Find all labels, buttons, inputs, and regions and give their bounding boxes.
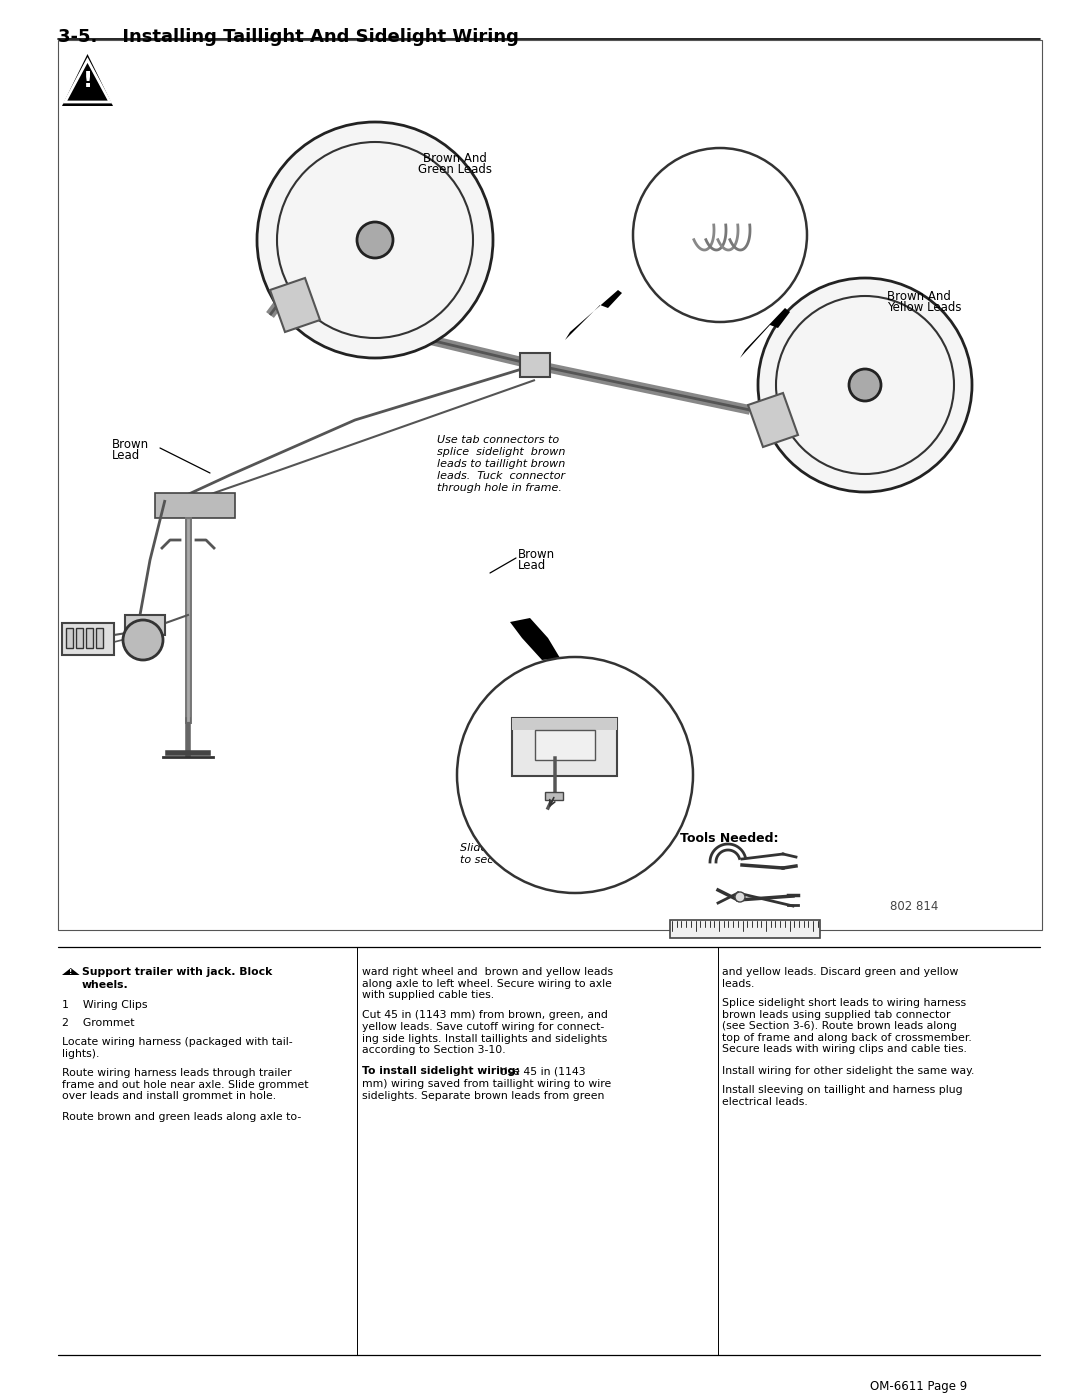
Text: wheels.: wheels. xyxy=(82,979,129,989)
Bar xyxy=(86,629,93,648)
Text: Lead: Lead xyxy=(112,448,140,462)
Text: Green Leads: Green Leads xyxy=(418,163,492,176)
Circle shape xyxy=(357,222,393,258)
Polygon shape xyxy=(565,291,622,339)
Text: Brown And: Brown And xyxy=(423,152,487,165)
Text: ward right wheel and  brown and yellow leads
along axle to left wheel. Secure wi: ward right wheel and brown and yellow le… xyxy=(362,967,613,1000)
Text: ✦: ✦ xyxy=(146,57,154,67)
Bar xyxy=(58,41,1042,930)
Text: !: ! xyxy=(82,71,93,91)
Circle shape xyxy=(758,278,972,492)
Text: Slide clips on frame: Slide clips on frame xyxy=(460,842,570,854)
Text: splice  sidelight  brown: splice sidelight brown xyxy=(437,447,565,457)
Circle shape xyxy=(457,657,693,893)
Circle shape xyxy=(849,369,881,401)
Text: Install sleeving on taillight and harness plug
electrical leads.: Install sleeving on taillight and harnes… xyxy=(723,1085,962,1106)
Text: 1    Wiring Clips: 1 Wiring Clips xyxy=(62,1000,148,1010)
Circle shape xyxy=(633,148,807,321)
Text: OM-6611 Page 9: OM-6611 Page 9 xyxy=(870,1380,968,1393)
Polygon shape xyxy=(270,278,320,332)
Circle shape xyxy=(257,122,492,358)
Bar xyxy=(62,623,114,655)
Text: leads.  Tuck  connector: leads. Tuck connector xyxy=(437,471,565,481)
Polygon shape xyxy=(62,54,113,106)
Bar xyxy=(76,629,83,648)
Text: ↓: ↓ xyxy=(130,64,154,94)
Bar xyxy=(225,47,282,110)
Bar xyxy=(114,47,170,110)
Bar xyxy=(512,718,617,731)
Text: 802 814: 802 814 xyxy=(890,900,939,914)
Bar xyxy=(519,353,550,377)
Text: through hole in frame.: through hole in frame. xyxy=(437,483,562,493)
Circle shape xyxy=(276,142,473,338)
Polygon shape xyxy=(740,307,789,358)
Bar xyxy=(66,629,73,648)
Text: Use tab connectors to: Use tab connectors to xyxy=(437,434,559,446)
Bar xyxy=(170,47,225,110)
Text: ↙: ↙ xyxy=(186,66,208,94)
Polygon shape xyxy=(748,393,798,447)
Text: leads to taillight brown: leads to taillight brown xyxy=(437,460,565,469)
Bar xyxy=(125,615,165,636)
Text: 3-5.    Installing Taillight And Sidelight Wiring: 3-5. Installing Taillight And Sidelight … xyxy=(58,28,518,46)
Text: Tools Needed:: Tools Needed: xyxy=(680,833,779,845)
Text: To install sidelight wiring:: To install sidelight wiring: xyxy=(362,1066,519,1077)
Text: Route wiring harness leads through trailer
frame and out hole near axle. Slide g: Route wiring harness leads through trail… xyxy=(62,1067,309,1101)
Text: to secure wiring.: to secure wiring. xyxy=(460,855,553,865)
Bar xyxy=(535,731,595,760)
Polygon shape xyxy=(65,60,110,102)
Bar xyxy=(545,792,563,800)
Polygon shape xyxy=(62,968,80,975)
Text: Support trailer with jack. Block: Support trailer with jack. Block xyxy=(82,967,272,977)
Text: Cut 45 in (1143 mm) from brown, green, and
yellow leads. Save cutoff wiring for : Cut 45 in (1143 mm) from brown, green, a… xyxy=(362,1010,608,1055)
Text: 2    Grommet: 2 Grommet xyxy=(62,1018,135,1028)
Circle shape xyxy=(777,296,954,474)
Bar xyxy=(156,493,235,518)
Text: Use 45 in (1143: Use 45 in (1143 xyxy=(497,1066,586,1077)
Text: Install wiring for other sidelight the same way.: Install wiring for other sidelight the s… xyxy=(723,1066,974,1077)
Bar xyxy=(512,718,617,775)
Text: Lead: Lead xyxy=(518,559,546,571)
Polygon shape xyxy=(510,617,561,659)
Text: mm) wiring saved from taillight wiring to wire
sidelights. Separate brown leads : mm) wiring saved from taillight wiring t… xyxy=(362,1078,611,1101)
Circle shape xyxy=(735,893,745,902)
Text: Brown: Brown xyxy=(112,439,149,451)
Circle shape xyxy=(123,620,163,659)
Bar xyxy=(670,921,820,937)
Text: 1: 1 xyxy=(648,782,658,798)
Text: Locate wiring harness (packaged with tail-
lights).: Locate wiring harness (packaged with tai… xyxy=(62,1037,293,1059)
Text: Brown: Brown xyxy=(518,548,555,562)
Bar xyxy=(96,629,103,648)
Text: Route brown and green leads along axle to-: Route brown and green leads along axle t… xyxy=(62,1112,301,1122)
Text: Brown And: Brown And xyxy=(887,291,950,303)
Text: Splice sidelight short leads to wiring harness
brown leads using supplied tab co: Splice sidelight short leads to wiring h… xyxy=(723,997,972,1055)
Bar xyxy=(60,47,114,110)
Text: Yellow Leads: Yellow Leads xyxy=(887,300,961,314)
Bar xyxy=(60,47,282,110)
Text: !: ! xyxy=(69,968,72,975)
Text: and yellow leads. Discard green and yellow
leads.: and yellow leads. Discard green and yell… xyxy=(723,967,958,989)
Text: 2: 2 xyxy=(717,156,726,170)
